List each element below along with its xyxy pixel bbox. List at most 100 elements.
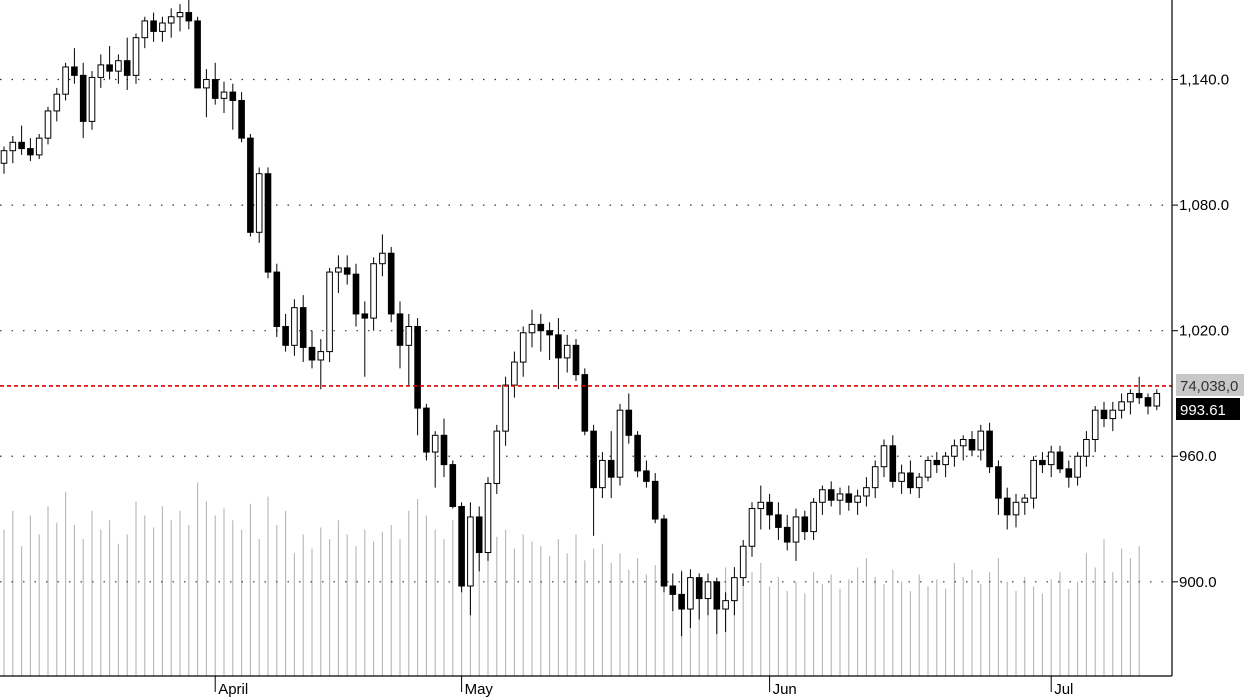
candle-body	[343, 267, 351, 275]
candle	[801, 510, 809, 540]
candle	[951, 439, 958, 467]
candle	[555, 318, 562, 390]
candle	[326, 267, 333, 363]
candle	[185, 0, 193, 30]
candle	[88, 71, 96, 130]
candle	[71, 48, 78, 84]
candle-body	[255, 173, 263, 233]
candle-body	[1109, 409, 1117, 420]
candle-body	[123, 60, 131, 76]
candle-body	[810, 501, 817, 533]
candle	[387, 246, 395, 323]
candle	[361, 301, 369, 377]
candle-body	[907, 472, 914, 489]
candle-body	[951, 445, 958, 457]
candle	[1091, 406, 1099, 453]
candle	[713, 577, 721, 635]
candle-body	[141, 20, 149, 39]
candle-body	[370, 263, 377, 319]
candle	[643, 460, 650, 488]
candle	[1135, 376, 1143, 404]
candle-body	[959, 439, 967, 447]
candle-body	[458, 505, 465, 587]
candle	[299, 295, 307, 363]
candle	[440, 418, 448, 478]
candle-body	[106, 64, 113, 72]
candle-body	[739, 545, 747, 579]
candle	[458, 502, 465, 593]
candle-body	[845, 493, 853, 503]
candle	[264, 167, 272, 279]
candle-body	[247, 137, 254, 233]
candle-body	[977, 430, 985, 451]
candle	[581, 368, 589, 436]
candle	[766, 493, 773, 530]
candle-body	[229, 91, 237, 101]
candle-body	[431, 434, 439, 453]
candle	[35, 133, 43, 160]
candle	[783, 514, 791, 551]
candle	[194, 16, 201, 89]
candle-body	[150, 20, 157, 32]
candle-body	[590, 430, 597, 489]
candle	[731, 567, 738, 616]
x-tick-label: Jul	[1054, 681, 1073, 698]
candle-body	[748, 508, 756, 547]
candle	[678, 571, 685, 637]
candles	[0, 0, 1161, 637]
candle-body	[555, 334, 562, 359]
candle	[1012, 493, 1020, 528]
candle	[590, 424, 597, 536]
candle-body	[88, 76, 96, 122]
candle	[475, 506, 483, 572]
candle	[959, 435, 967, 461]
candle	[695, 573, 703, 620]
candle-body	[827, 489, 835, 501]
candle	[748, 502, 756, 557]
candle	[79, 62, 87, 139]
candle-body	[203, 79, 210, 89]
candle	[537, 313, 545, 352]
candle-body	[783, 526, 791, 543]
candle	[819, 485, 826, 515]
candle-body	[484, 482, 492, 554]
candle	[317, 339, 325, 390]
candle	[836, 487, 844, 515]
candle-body	[616, 409, 624, 478]
candle	[854, 489, 861, 515]
candle-body	[1047, 451, 1055, 466]
candle-body	[97, 64, 105, 78]
candle-body	[1021, 497, 1029, 503]
candle	[1047, 445, 1055, 478]
candle-body	[766, 501, 773, 516]
volume-tag-label: 74,038,0	[1180, 378, 1238, 395]
candle	[1118, 393, 1125, 419]
candle-body	[423, 407, 430, 453]
candle-body	[968, 439, 976, 451]
candle-body	[581, 374, 589, 432]
candle	[546, 322, 553, 360]
candle	[123, 37, 131, 90]
candle	[1065, 460, 1073, 488]
candle-body	[898, 472, 905, 482]
candle	[484, 477, 492, 561]
candle	[511, 351, 518, 398]
candle-body	[669, 585, 677, 595]
candle	[572, 339, 580, 381]
candle	[704, 573, 712, 616]
candle-body	[933, 459, 941, 466]
y-tick-label: 900.0	[1179, 574, 1217, 591]
axes	[0, 0, 1173, 677]
candle-body	[440, 434, 448, 466]
candle-body	[889, 445, 897, 482]
candle	[651, 472, 659, 524]
candle-body	[854, 495, 861, 503]
candle-body	[863, 487, 870, 497]
candle-body	[880, 445, 888, 468]
candle-body	[607, 459, 615, 478]
candle	[502, 376, 509, 446]
candle	[238, 92, 245, 143]
candle	[1003, 487, 1011, 530]
candle-body	[986, 430, 993, 468]
